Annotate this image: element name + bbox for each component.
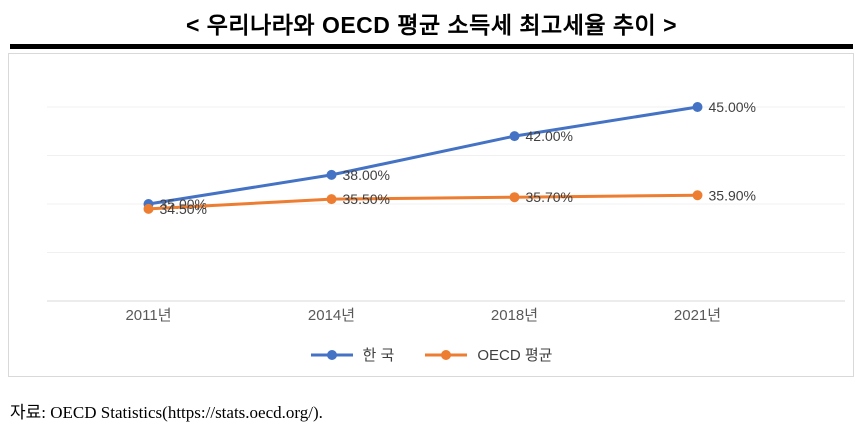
oecd-line [148, 193, 698, 211]
oecd-marker [326, 194, 337, 205]
title-underline [10, 44, 853, 49]
x-tick-label: 2021년 [674, 307, 721, 324]
legend-marker-oecd [425, 349, 468, 360]
legend-item-korea: 한 국 [310, 344, 395, 365]
korea-line [148, 105, 698, 206]
legend-item-oecd: OECD 평균 [424, 344, 552, 365]
korea-data-label: 42.00% [526, 128, 573, 144]
chart-title: < 우리나라와 OECD 평균 소득세 최고세율 추이 > [185, 12, 678, 38]
korea-marker [692, 102, 703, 112]
oecd-marker [509, 192, 520, 203]
source-note: 자료: OECD Statistics(https://stats.oecd.o… [10, 403, 323, 422]
oecd-marker [143, 203, 154, 214]
legend-label-korea: 한 국 [362, 347, 395, 364]
oecd-data-label: 35.90% [709, 187, 756, 203]
korea-marker [509, 131, 520, 142]
x-tick-label: 2014년 [308, 307, 355, 324]
legend: 한 국 OECD 평균 [9, 344, 853, 365]
chart-container: 2011년 2014년 2018년 2021년 35.00% 38.00% 42.00% 45… [8, 53, 854, 377]
oecd-data-label: 35.70% [526, 189, 573, 205]
korea-data-label: 38.00% [343, 167, 390, 183]
legend-marker-korea [310, 349, 353, 360]
korea-marker [326, 169, 337, 180]
x-tick-label: 2011년 [125, 307, 171, 324]
korea-data-label: 45.00% [709, 99, 756, 115]
x-tick-label: 2018년 [491, 307, 538, 324]
legend-label-oecd: OECD 평균 [477, 347, 553, 364]
line-chart: 2011년 2014년 2018년 2021년35.00%38.00%42.00%45… [47, 99, 845, 324]
oecd-data-label: 35.50% [343, 191, 390, 207]
oecd-marker [692, 190, 703, 201]
oecd-data-label: 34.50% [160, 201, 207, 217]
